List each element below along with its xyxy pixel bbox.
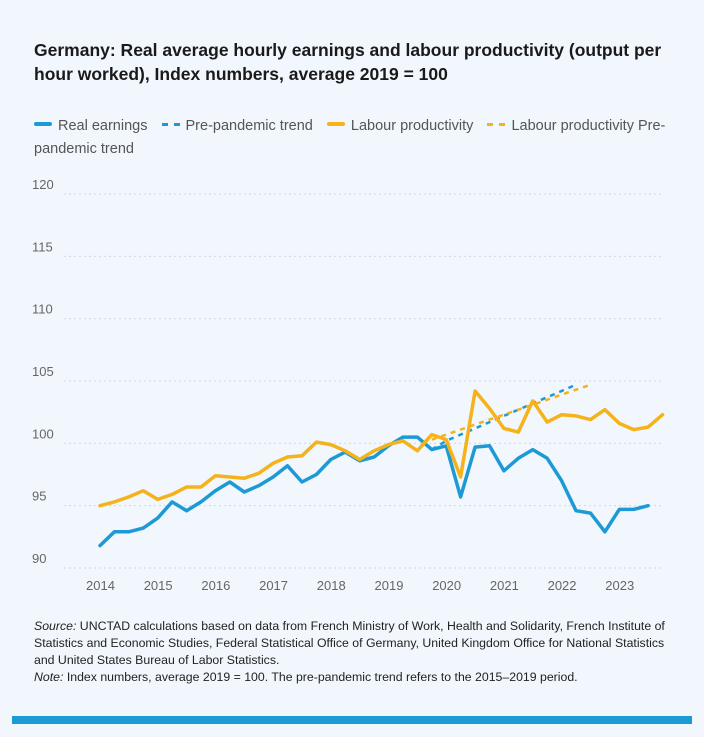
chart-title: Germany: Real average hourly earnings an… xyxy=(34,40,662,84)
source-text: UNCTAD calculations based on data from F… xyxy=(34,619,665,667)
x-tick-label: 2016 xyxy=(201,578,230,593)
legend-label: Labour productivity xyxy=(350,118,474,134)
legend-item-pre-pandemic-trend: Pre-pandemic trend xyxy=(161,118,323,134)
y-tick-label: 100 xyxy=(32,426,54,441)
series-line-real-earnings xyxy=(98,435,650,548)
series-line-pre-pandemic-trend xyxy=(431,383,577,451)
legend-swatch-dashed-blue xyxy=(161,122,180,126)
legend-swatch-solid-orange xyxy=(326,122,345,127)
x-tick-label: 2021 xyxy=(490,578,519,593)
x-tick-label: 2020 xyxy=(432,578,461,593)
source-label: Source: xyxy=(34,619,77,633)
x-tick-label: 2022 xyxy=(548,578,577,593)
bottom-accent-bar xyxy=(12,716,692,724)
legend-label: Pre-pandemic trend xyxy=(185,118,313,134)
legend-swatch-dashed-orange xyxy=(487,122,506,126)
legend-label: Labour productivity Pre-pandemic trend xyxy=(34,118,666,157)
x-tick-label: 2015 xyxy=(144,578,173,593)
note-line: Note: Index numbers, average 2019 = 100.… xyxy=(34,669,674,686)
y-tick-label: 105 xyxy=(32,364,54,379)
y-tick-label: 115 xyxy=(32,239,53,254)
note-text: Index numbers, average 2019 = 100. The p… xyxy=(63,670,578,684)
legend-item-real-earnings: Real earnings xyxy=(34,118,157,134)
x-tick-label: 2018 xyxy=(317,578,346,593)
x-tick-label: 2023 xyxy=(605,578,634,593)
series-line-labour-productivity xyxy=(98,389,665,508)
y-tick-label: 120 xyxy=(32,177,54,192)
series-line-labour-productivity-pre-pandemic-trend xyxy=(431,383,591,441)
chart-legend: Real earnings Pre-pandemic trend Labour … xyxy=(34,115,674,161)
note-label: Note: xyxy=(34,670,64,684)
y-tick-label: 110 xyxy=(32,302,53,317)
x-tick-label: 2019 xyxy=(375,578,404,593)
legend-item-labour-productivity-trend: Labour productivity Pre-pandemic trend xyxy=(34,118,665,157)
source-line: Source: UNCTAD calculations based on dat… xyxy=(34,618,674,669)
x-tick-label: 2014 xyxy=(86,578,115,593)
y-tick-label: 95 xyxy=(32,489,46,504)
source-note: Source: UNCTAD calculations based on dat… xyxy=(34,618,674,686)
y-tick-label: 90 xyxy=(32,551,46,566)
legend-label: Real earnings xyxy=(58,118,148,134)
x-tick-label: 2017 xyxy=(259,578,288,593)
line-chart: 90 95 100 105 110 115 120 2014 2015 2016 2017 2018 2… xyxy=(32,177,665,593)
legend-swatch-solid-blue xyxy=(34,122,52,127)
legend-item-labour-productivity: Labour productivity xyxy=(326,118,484,134)
